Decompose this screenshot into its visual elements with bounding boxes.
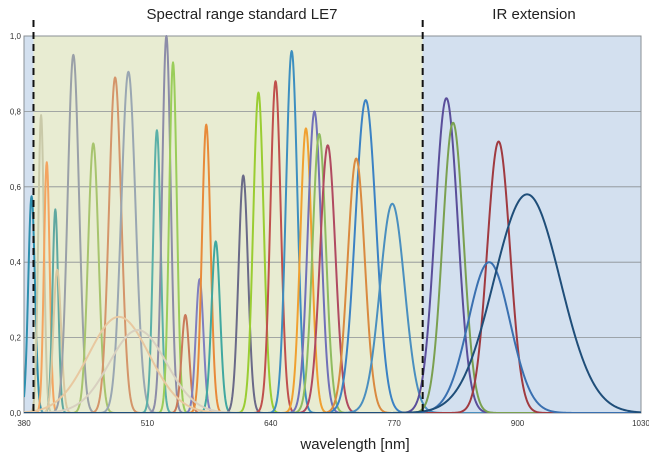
x-tick-label: 510 xyxy=(141,419,155,428)
y-tick-label: 0,0 xyxy=(10,409,22,418)
series-line xyxy=(24,140,641,413)
x-axis-label: wavelength [nm] xyxy=(300,436,410,453)
series-line xyxy=(24,315,641,413)
series-line xyxy=(24,261,641,413)
region-band-le7 xyxy=(33,36,423,413)
region-label-le7: Spectral range standard LE7 xyxy=(146,6,338,23)
y-tick-label: 0,4 xyxy=(10,258,22,267)
x-tick-label: 770 xyxy=(388,419,402,428)
x-tick-label: 380 xyxy=(17,419,31,428)
x-tick-label: 900 xyxy=(511,419,525,428)
series-line xyxy=(24,76,641,413)
y-tick-label: 1,0 xyxy=(10,32,22,41)
series-line xyxy=(24,144,641,413)
x-tick-label: 640 xyxy=(264,419,278,428)
series-line xyxy=(24,133,641,413)
series-line xyxy=(24,70,641,413)
y-tick-label: 0,8 xyxy=(10,107,22,116)
y-tick-label: 0,6 xyxy=(10,183,22,192)
x-tick-label: 1030 xyxy=(632,419,649,428)
series-line xyxy=(24,99,641,413)
series-line xyxy=(24,193,641,413)
region-band-ir xyxy=(422,36,641,413)
y-tick-label: 0,2 xyxy=(10,334,22,343)
series-line xyxy=(24,329,641,413)
region-label-ir: IR extension xyxy=(492,6,576,23)
series-line xyxy=(24,157,641,413)
